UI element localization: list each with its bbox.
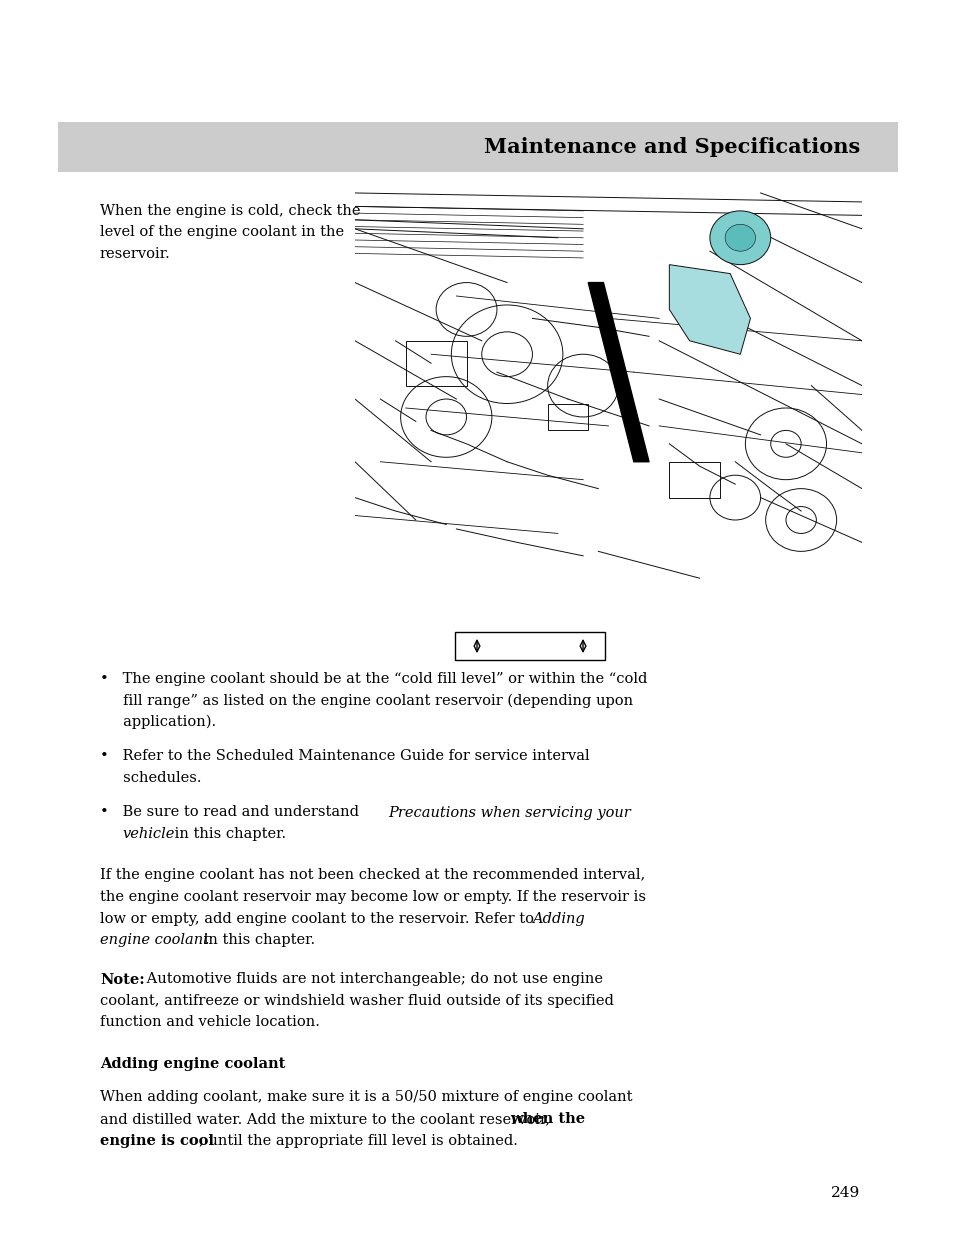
- Text: •   Be sure to read and understand: • Be sure to read and understand: [100, 806, 364, 820]
- Text: schedules.: schedules.: [100, 771, 202, 785]
- Text: engine coolant: engine coolant: [100, 933, 209, 946]
- Text: fill range” as listed on the engine coolant reservoir (depending upon: fill range” as listed on the engine cool…: [100, 693, 634, 708]
- Text: the engine coolant reservoir may become low or empty. If the reservoir is: the engine coolant reservoir may become …: [100, 891, 646, 904]
- Text: Maintenance and Specifications: Maintenance and Specifications: [484, 137, 860, 156]
- Bar: [58, 122, 898, 171]
- Text: Adding: Adding: [532, 912, 585, 925]
- Text: and distilled water. Add the mixture to the coolant reservoir,: and distilled water. Add the mixture to …: [100, 1112, 555, 1126]
- Circle shape: [709, 211, 771, 265]
- Text: low or empty, add engine coolant to the reservoir. Refer to: low or empty, add engine coolant to the …: [100, 912, 539, 925]
- Text: If the engine coolant has not been checked at the recommended interval,: If the engine coolant has not been check…: [100, 868, 645, 883]
- Text: , until the appropriate fill level is obtained.: , until the appropriate fill level is ob…: [199, 1134, 517, 1148]
- Text: engine is cool: engine is cool: [100, 1134, 214, 1148]
- Text: •   The engine coolant should be at the “cold fill level” or within the “cold: • The engine coolant should be at the “c…: [100, 672, 647, 686]
- Text: 249: 249: [830, 1186, 860, 1200]
- Polygon shape: [669, 265, 751, 354]
- Text: Precautions when servicing your: Precautions when servicing your: [388, 806, 631, 820]
- Text: •   Refer to the Scheduled Maintenance Guide for service interval: • Refer to the Scheduled Maintenance Gui…: [100, 749, 589, 764]
- Bar: [669, 462, 720, 498]
- Text: Automotive fluids are not interchangeable; do not use engine: Automotive fluids are not interchangeabl…: [142, 972, 603, 986]
- Text: When the engine is cold, check the: When the engine is cold, check the: [100, 204, 361, 219]
- Text: vehicle: vehicle: [122, 827, 175, 841]
- Text: reservoir.: reservoir.: [100, 247, 171, 261]
- Text: Adding engine coolant: Adding engine coolant: [100, 1057, 285, 1071]
- Text: coolant, antifreeze or windshield washer fluid outside of its specified: coolant, antifreeze or windshield washer…: [100, 994, 613, 1009]
- Text: COLD FILL: COLD FILL: [500, 635, 560, 643]
- Circle shape: [725, 225, 756, 251]
- Text: When adding coolant, make sure it is a 50/50 mixture of engine coolant: When adding coolant, make sure it is a 5…: [100, 1090, 633, 1104]
- Text: LEVEL: LEVEL: [512, 648, 548, 657]
- Bar: [455, 632, 605, 660]
- Text: in this chapter.: in this chapter.: [199, 933, 315, 946]
- Polygon shape: [588, 283, 649, 462]
- Text: in this chapter.: in this chapter.: [170, 827, 286, 841]
- Text: function and vehicle location.: function and vehicle location.: [100, 1016, 320, 1030]
- Text: level of the engine coolant in the: level of the engine coolant in the: [100, 226, 344, 240]
- Bar: [406, 340, 467, 385]
- Text: application).: application).: [100, 715, 216, 729]
- Text: Note:: Note:: [100, 972, 145, 986]
- Text: when the: when the: [510, 1112, 586, 1126]
- Bar: [547, 404, 588, 431]
